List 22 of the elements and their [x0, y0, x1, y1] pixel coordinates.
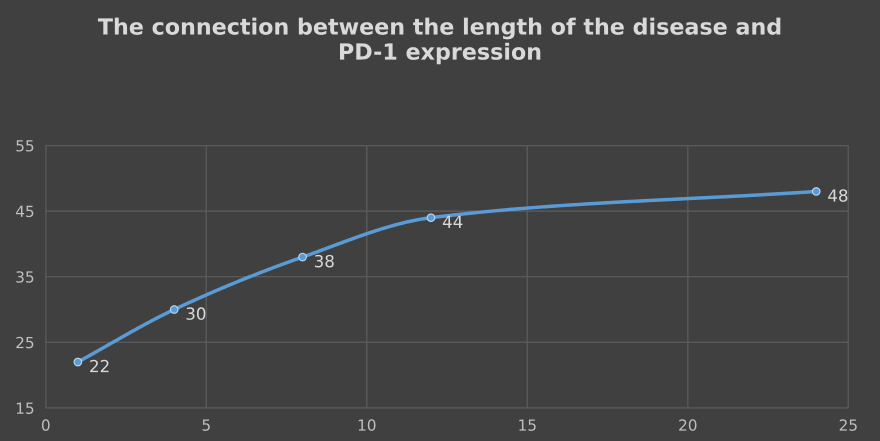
x-tick-label: 10 — [358, 419, 376, 431]
data-label: 44 — [442, 216, 462, 228]
data-label: 30 — [186, 307, 206, 320]
point — [298, 252, 307, 262]
y-tick-label: 15 — [16, 402, 34, 414]
x-tick-label: 15 — [519, 420, 536, 431]
y-tick-label: 25 — [16, 336, 34, 348]
x-tick-label: 25 — [840, 419, 857, 431]
point — [812, 187, 821, 196]
chart-title: The connection between the length of the disease and PD-1 expression — [98, 18, 780, 64]
point — [426, 213, 436, 222]
data-label: 48 — [828, 189, 848, 202]
x-tick-label: 20 — [679, 419, 697, 431]
x-tick-label: 5 — [202, 420, 210, 431]
data-label: 38 — [314, 254, 334, 268]
y-tick-label: 55 — [16, 140, 34, 152]
y-tick-label: 35 — [16, 271, 34, 283]
point — [170, 305, 179, 314]
data-label: 22 — [90, 360, 109, 372]
y-tick-label: 45 — [16, 206, 34, 218]
point — [74, 358, 82, 366]
x-tick-label: 0 — [42, 419, 50, 431]
